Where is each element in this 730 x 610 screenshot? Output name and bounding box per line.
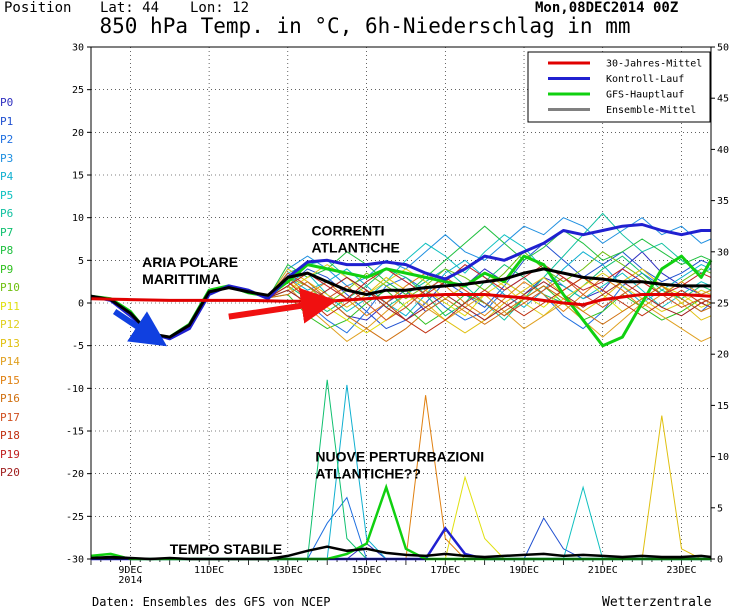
legend-label: Kontroll-Lauf [606,74,684,85]
member-label-p5: P5 [0,188,14,202]
legend-label: 30-Jahres-Mittel [606,59,702,70]
left-tick-label: 5 [78,256,84,267]
legend-label: GFS-Hauptlauf [606,90,684,101]
right-tick-label: 45 [717,94,729,105]
left-tick-label: 15 [72,171,84,182]
left-tick-label: -25 [66,512,84,523]
right-tick-label: 0 [717,555,723,566]
position-label: Position [4,0,72,16]
member-label-p7: P7 [0,225,14,239]
x-tick-label: 19DEC [509,565,539,576]
source-credit: Daten: Ensembles des GFS von NCEP [92,595,331,609]
plot-frame [90,46,712,560]
member-label-p9: P9 [0,262,14,276]
left-tick-label: -15 [66,427,84,438]
annotation-text: ARIA POLARE MARITTIMA [142,254,238,287]
left-tick-label: -5 [72,341,84,352]
annotation-arrow [112,309,168,347]
member-label-p1: P1 [0,114,14,128]
x-tick-label: 11DEC [194,565,224,576]
annotation-line: ATLANTICHE [311,240,399,256]
right-tick-label: 20 [717,350,729,361]
run-datetime: Mon,08DEC2014 00Z [535,0,679,16]
annotation-line: ARIA POLARE [142,254,238,270]
series-line-ensemble-mittel [90,267,711,339]
member-label-p6: P6 [0,207,14,220]
legend: 30-Jahres-Mittel Kontroll-Lauf GFS-Hauptla… [527,51,711,123]
right-tick-label: 30 [717,247,729,258]
x-year-label: 2014 [118,575,142,586]
x-tick-label: 23DEC [666,565,696,576]
temperature-main-series [90,223,713,348]
x-tick-label: 13DEC [273,565,303,576]
annotation-line: ATLANTICHE?? [315,466,421,482]
series-line-kontroll-lauf [90,223,711,341]
right-tick-label: 50 [717,43,729,54]
member-label-p2: P2 [0,133,14,146]
chart-title: 850 hPa Temp. in °C, 6h-Niederschlag in … [99,14,631,38]
annotation-line: MARITTIMA [142,271,221,287]
member-label-p20: P20 [0,466,20,479]
member-label-p13: P13 [0,336,20,350]
annotation-line: NUOVE PERTURBAZIONI [315,449,484,465]
x-tick-label: 15DEC [352,565,382,576]
annotation-line: CORRENTI [311,223,384,239]
member-label-p0: P0 [0,96,14,109]
x-tick-label: 17DEC [430,565,460,576]
annotation-text: CORRENTI ATLANTICHE [311,223,399,256]
annotation-arrow [228,287,338,324]
right-tick-label: 15 [717,401,729,412]
member-label-p19: P19 [0,447,20,461]
longitude: Lon: 12 [190,0,250,16]
brand-label: Wetterzentrale [602,595,712,610]
x-tick-label: 21DEC [588,565,618,576]
member-label-p8: P8 [0,244,14,257]
member-label-p10: P10 [0,281,20,294]
left-axis: -30 -25 -20 -15 -10 -5 0 5 10 15 20 25 30 [66,43,91,566]
member-label-p17: P17 [0,410,20,424]
left-tick-label: 30 [72,43,84,54]
right-tick-label: 5 [717,503,723,514]
annotation-line: TEMPO STABILE [170,541,283,557]
left-tick-label: -30 [66,555,84,566]
right-axis: 0 5 10 15 20 25 30 35 40 45 50 [711,43,729,566]
right-tick-label: 25 [717,299,729,310]
member-label-p3: P3 [0,151,14,165]
left-tick-label: -10 [66,384,84,395]
annotation-text: NUOVE PERTURBAZIONI ATLANTICHE?? [315,449,484,482]
annotation-text: TEMPO STABILE [170,541,283,557]
right-tick-label: 40 [717,145,729,156]
left-tick-label: -20 [66,469,84,480]
member-label-p11: P11 [0,299,20,313]
latitude: Lat: 44 [100,0,160,16]
x-tick-label: 9DEC [118,565,142,576]
right-tick-label: 10 [717,452,729,463]
left-tick-label: 20 [72,128,84,139]
annotations: ARIA POLARE MARITTIMA CORRENTI ATLANTICHE NU… [142,223,484,557]
member-label-p15: P15 [0,373,20,387]
member-label-p12: P12 [0,318,20,331]
x-axis: 9DEC 11DEC 13DEC 15DEC 17DEC 19DEC 21DEC 23DEC 2… [90,559,712,586]
member-label-p18: P18 [0,429,20,442]
left-tick-label: 0 [78,299,84,310]
series-line-30-jahres-mittel [90,293,712,307]
legend-label: Ensemble-Mittel [606,105,696,116]
member-label-p4: P4 [0,170,14,183]
member-label-p14: P14 [0,355,20,368]
left-tick-label: 25 [72,85,84,96]
member-label-p16: P16 [0,392,20,405]
right-tick-label: 35 [717,196,729,207]
left-tick-label: 10 [72,213,84,224]
